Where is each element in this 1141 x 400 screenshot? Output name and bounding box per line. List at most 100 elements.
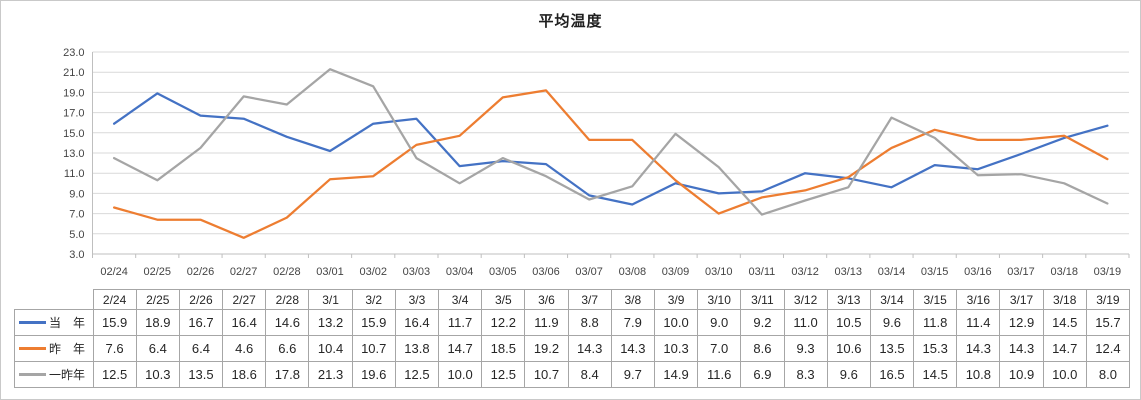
table-value-cell: 9.0	[697, 309, 742, 336]
table-value-cell: 12.9	[999, 309, 1044, 336]
table-header-date: 3/12	[783, 289, 828, 310]
x-axis-tick-label: 03/12	[791, 266, 819, 278]
table-value-cell: 13.8	[394, 335, 440, 362]
table-value-cell: 17.8	[265, 361, 310, 388]
x-axis-tick-label: 03/07	[575, 266, 603, 278]
x-axis-tick-label: 03/14	[878, 266, 906, 278]
table-value-cell: 10.0	[437, 361, 483, 388]
table-value-cell: 10.0	[653, 309, 699, 336]
table-value-cell: 15.9	[351, 309, 396, 336]
table-header-date: 3/17	[999, 289, 1044, 310]
table-value-cell: 8.4	[567, 361, 612, 388]
y-axis-tick-label: 5.0	[69, 229, 84, 241]
table-value-cell: 14.9	[653, 361, 699, 388]
table-value-cell: 9.6	[869, 309, 915, 336]
legend-swatch-two-years-ago	[19, 373, 46, 376]
y-axis-tick-label: 23.0	[63, 47, 84, 59]
x-axis-tick-label: 03/16	[964, 266, 992, 278]
table-value-cell: 11.9	[524, 309, 569, 336]
y-axis-tick-label: 7.0	[69, 209, 84, 221]
table-value-cell: 14.7	[437, 335, 483, 362]
table-value-cell: 15.7	[1085, 309, 1131, 336]
table-value-cell: 15.3	[913, 335, 958, 362]
table-header-date: 3/10	[697, 289, 742, 310]
table-value-cell: 13.2	[308, 309, 353, 336]
table-value-cell: 11.7	[437, 309, 483, 336]
table-header-date: 2/26	[178, 289, 224, 310]
x-axis-tick-label: 02/24	[100, 266, 128, 278]
x-axis-tick-label: 03/05	[489, 266, 517, 278]
legend-cell-this-year: 当 年	[14, 309, 94, 336]
series-line-this-year	[112, 92, 1109, 206]
y-axis-tick-label: 11.0	[64, 168, 85, 180]
table-value-cell: 19.2	[524, 335, 569, 362]
y-axis-tick-label: 13.0	[63, 148, 84, 160]
table-value-cell: 12.5	[481, 361, 526, 388]
table-value-cell: 14.7	[1042, 335, 1087, 362]
table-value-cell: 21.3	[308, 361, 353, 388]
table-value-cell: 7.6	[92, 335, 137, 362]
table-value-cell: 9.2	[740, 309, 785, 336]
table-value-cell: 6.9	[740, 361, 785, 388]
table-header-date: 3/19	[1085, 289, 1131, 310]
table-row-this-year: 当 年 15.9 18.9 16.7 16.4 14.6 13.2 15.9 16.4 11.7 1…	[14, 309, 1131, 336]
x-axis-tick-label: 03/10	[705, 266, 733, 278]
table-value-cell: 4.6	[222, 335, 267, 362]
x-axis-tick-label: 03/03	[403, 266, 431, 278]
table-header-date: 3/11	[740, 289, 785, 310]
table-header-date: 3/13	[826, 289, 871, 310]
table-value-cell: 11.0	[783, 309, 828, 336]
table-value-cell: 8.0	[1085, 361, 1131, 388]
legend-swatch-this-year	[19, 321, 46, 324]
chart-title: 平均温度	[538, 13, 603, 30]
legend-label-two-years-ago: 一昨年	[49, 368, 86, 382]
table-value-cell: 11.4	[956, 309, 1001, 336]
table-value-cell: 16.5	[869, 361, 915, 388]
table-value-cell: 14.3	[610, 335, 655, 362]
table-value-cell: 16.4	[394, 309, 440, 336]
table-header-date: 3/4	[437, 289, 483, 310]
y-axis-tick-label: 17.0	[63, 108, 84, 120]
legend-label-last-year: 昨 年	[49, 342, 86, 356]
table-value-cell: 10.8	[956, 361, 1001, 388]
table-value-cell: 12.5	[92, 361, 137, 388]
table-header-date: 3/15	[913, 289, 958, 310]
table-header-date: 2/27	[222, 289, 267, 310]
table-value-cell: 10.6	[826, 335, 871, 362]
table-value-cell: 18.9	[135, 309, 180, 336]
table-value-cell: 13.5	[869, 335, 915, 362]
x-axis-tick-label: 03/06	[532, 266, 560, 278]
table-value-cell: 14.5	[913, 361, 958, 388]
table-header-date: 3/7	[567, 289, 612, 310]
table-value-cell: 18.6	[222, 361, 267, 388]
y-axis-tick-label: 3.0	[69, 249, 84, 261]
table-header-date: 3/16	[956, 289, 1001, 310]
y-axis-tick-label: 9.0	[69, 188, 84, 200]
table-header-date: 3/2	[351, 289, 396, 310]
x-axis-tick-label: 02/25	[144, 266, 172, 278]
x-axis-tick-label: 02/28	[273, 266, 301, 278]
table-value-cell: 10.9	[999, 361, 1044, 388]
table-value-cell: 12.4	[1085, 335, 1131, 362]
legend-swatch-last-year	[19, 347, 46, 350]
table-header-date: 3/9	[653, 289, 699, 310]
table-header-date: 3/18	[1042, 289, 1087, 310]
table-header-date: 2/25	[135, 289, 180, 310]
table-value-cell: 10.5	[826, 309, 871, 336]
table-value-cell: 6.4	[135, 335, 180, 362]
table-value-cell: 16.4	[222, 309, 267, 336]
table-header-date: 3/3	[394, 289, 440, 310]
legend-cell-two-years-ago: 一昨年	[14, 361, 94, 388]
table-value-cell: 11.8	[913, 309, 958, 336]
x-axis-tick-label: 02/26	[187, 266, 215, 278]
temperature-data-table: 2/24 2/25 2/26 2/27 2/28 3/1 3/2 3/3 3/4 3/5 3/6 3/…	[14, 289, 1131, 388]
table-value-cell: 8.8	[567, 309, 612, 336]
x-axis-tick-label: 03/15	[921, 266, 949, 278]
x-axis-tick-label: 03/11	[749, 266, 776, 278]
table-value-cell: 6.6	[265, 335, 310, 362]
table-value-cell: 15.9	[92, 309, 137, 336]
series-line-two-years-ago	[112, 68, 1109, 216]
table-value-cell: 10.4	[308, 335, 353, 362]
table-header-date: 2/28	[265, 289, 310, 310]
